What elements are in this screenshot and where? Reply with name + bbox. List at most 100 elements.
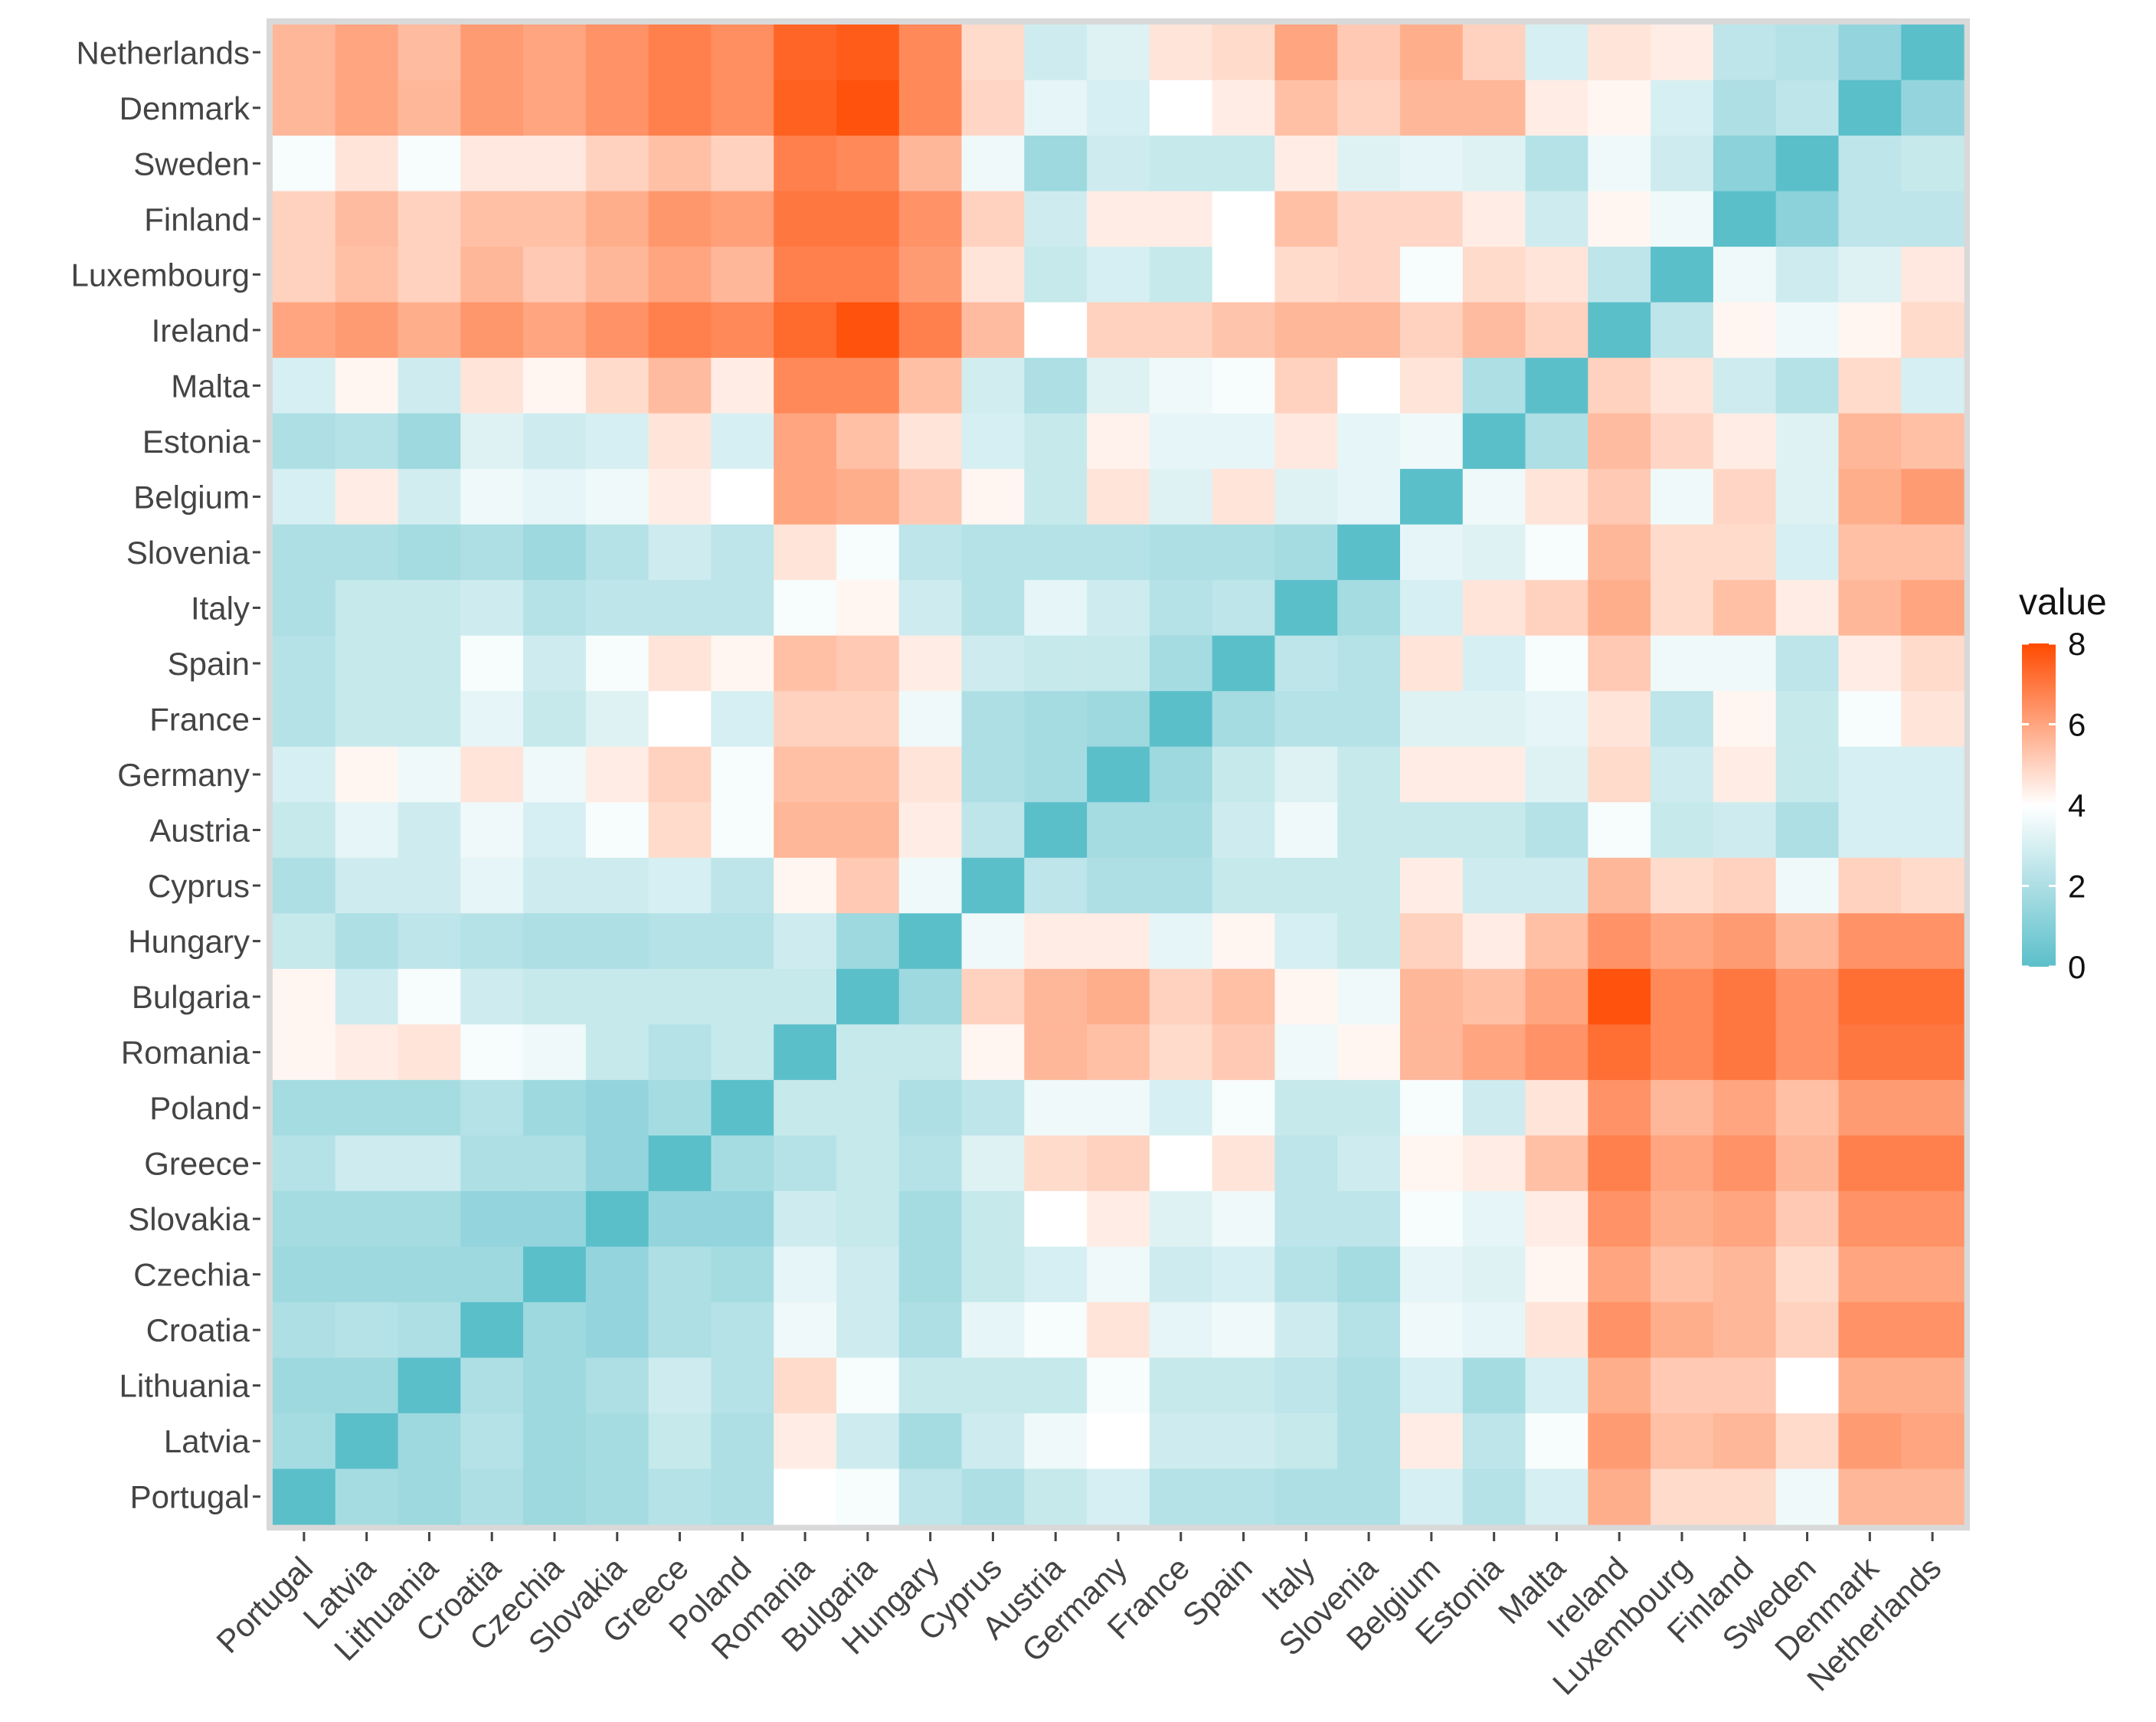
heatmap-cell-malta-malta	[1525, 358, 1588, 414]
heatmap-cell-estonia-malta	[1525, 413, 1588, 470]
heatmap-cell-italy-croatia	[460, 580, 524, 637]
heatmap-cell-sweden-croatia	[460, 136, 524, 192]
heatmap-cell-france-belgium	[1400, 691, 1464, 748]
heatmap-cell-portugal-poland	[711, 1468, 774, 1525]
heatmap-cell-finland-austria	[1024, 191, 1088, 247]
heatmap-cell-austria-estonia	[1462, 802, 1526, 859]
heatmap-cell-czechia-croatia	[460, 1246, 524, 1303]
heatmap-cell-sweden-ireland	[1588, 136, 1651, 192]
heatmap-cell-cyprus-sweden	[1775, 857, 1840, 914]
heatmap-cell-spain-slovenia	[1337, 635, 1401, 692]
heatmap-cell-portugal-luxembourg	[1651, 1468, 1714, 1525]
heatmap-cell-greece-czechia	[523, 1135, 587, 1192]
heatmap-cell-portugal-estonia	[1462, 1468, 1526, 1525]
heatmap-cell-cyprus-france	[1149, 857, 1213, 914]
heatmap-cell-france-sweden	[1775, 691, 1840, 748]
heatmap-cell-cyprus-czechia	[523, 857, 587, 914]
heatmap-cell-czechia-bulgaria	[836, 1246, 900, 1303]
heatmap-cell-finland-belgium	[1400, 191, 1464, 247]
heatmap-cell-germany-finland	[1713, 746, 1777, 803]
heatmap-cell-czechia-germany	[1087, 1246, 1150, 1303]
heatmap-cell-hungary-hungary	[898, 913, 963, 970]
heatmap-cell-denmark-croatia	[460, 80, 524, 136]
heatmap-cell-sweden-estonia	[1462, 136, 1526, 192]
heatmap-cell-croatia-france	[1149, 1301, 1213, 1359]
heatmap-cell-bulgaria-germany	[1087, 968, 1150, 1025]
heatmap-cell-france-finland	[1713, 691, 1777, 748]
heatmap-cell-austria-ireland	[1588, 802, 1651, 859]
heatmap-cell-greece-croatia	[460, 1135, 524, 1192]
heatmap-cell-spain-lithuania	[398, 635, 461, 692]
heatmap-cell-spain-belgium	[1400, 635, 1464, 692]
heatmap-cell-malta-netherlands	[1901, 358, 1965, 414]
heatmap-cell-slovakia-france	[1149, 1190, 1213, 1248]
heatmap-cell-lithuania-bulgaria	[836, 1357, 900, 1414]
heatmap-cell-latvia-france	[1149, 1413, 1213, 1470]
heatmap-cell-slovenia-portugal	[273, 524, 336, 581]
heatmap-cell-netherlands-cyprus	[961, 25, 1025, 81]
heatmap-cell-poland-romania	[774, 1079, 837, 1136]
heatmap-cell-portugal-finland	[1713, 1468, 1777, 1525]
heatmap-cell-austria-croatia	[460, 802, 524, 859]
heatmap-cell-netherlands-latvia	[335, 25, 399, 81]
heatmap-cell-croatia-czechia	[523, 1301, 587, 1359]
heatmap-cell-italy-france	[1149, 580, 1213, 637]
heatmap-cell-bulgaria-ireland	[1588, 968, 1651, 1025]
heatmap-cell-italy-slovakia	[585, 580, 649, 637]
heatmap-cell-latvia-ireland	[1588, 1413, 1651, 1470]
heatmap-cell-italy-denmark	[1838, 580, 1902, 637]
heatmap-cell-spain-finland	[1713, 635, 1777, 692]
heatmap-cell-lithuania-estonia	[1462, 1357, 1526, 1414]
heatmap-cell-germany-luxembourg	[1651, 746, 1714, 803]
heatmap-cell-finland-portugal	[273, 191, 336, 247]
heatmap-cell-denmark-luxembourg	[1651, 80, 1714, 136]
heatmap-cell-germany-germany	[1087, 746, 1150, 803]
heatmap-cell-poland-lithuania	[398, 1079, 461, 1136]
heatmap-cell-poland-austria	[1024, 1079, 1088, 1136]
heatmap-cell-luxembourg-france	[1149, 247, 1213, 303]
heatmap-cell-latvia-austria	[1024, 1413, 1088, 1470]
heatmap-cell-croatia-lithuania	[398, 1301, 461, 1359]
heatmap-cell-bulgaria-sweden	[1775, 968, 1840, 1025]
heatmap-cell-italy-romania	[774, 580, 837, 637]
heatmap-cell-lithuania-poland	[711, 1357, 774, 1414]
heatmap-cell-belgium-portugal	[273, 469, 336, 525]
heatmap-cell-belgium-poland	[711, 469, 774, 525]
y-tick-label: Hungary	[128, 924, 250, 960]
heatmap-cell-romania-ireland	[1588, 1024, 1651, 1081]
heatmap-cell-luxembourg-croatia	[460, 247, 524, 303]
heatmap-cell-bulgaria-czechia	[523, 968, 587, 1025]
heatmap-cell-netherlands-austria	[1024, 25, 1088, 81]
heatmap-cell-portugal-latvia	[335, 1468, 399, 1525]
heatmap-cell-latvia-malta	[1525, 1413, 1588, 1470]
heatmap-cell-slovakia-czechia	[523, 1190, 587, 1248]
heatmap-cell-austria-sweden	[1775, 802, 1840, 859]
heatmap-cell-denmark-greece	[648, 80, 712, 136]
heatmap-cell-spain-poland	[711, 635, 774, 692]
heatmap-cell-finland-romania	[774, 191, 837, 247]
heatmap-cell-austria-netherlands	[1901, 802, 1965, 859]
heatmap-cell-denmark-france	[1149, 80, 1213, 136]
heatmap-cell-greece-slovenia	[1337, 1135, 1401, 1192]
heatmap-cell-croatia-slovakia	[585, 1301, 649, 1359]
heatmap-cell-spain-croatia	[460, 635, 524, 692]
heatmap-cell-finland-finland	[1713, 191, 1777, 247]
heatmap-cell-netherlands-slovakia	[585, 25, 649, 81]
heatmap-cell-cyprus-belgium	[1400, 857, 1464, 914]
heatmap-cell-sweden-sweden	[1775, 136, 1840, 192]
heatmap-cell-portugal-netherlands	[1901, 1468, 1965, 1525]
heatmap-cell-slovenia-germany	[1087, 524, 1150, 581]
heatmap-cell-czechia-poland	[711, 1246, 774, 1303]
heatmap-cell-greece-france	[1149, 1135, 1213, 1192]
heatmap-cell-slovakia-luxembourg	[1651, 1190, 1714, 1248]
heatmap-cell-germany-poland	[711, 746, 774, 803]
heatmap-cell-portugal-belgium	[1400, 1468, 1464, 1525]
heatmap-cell-finland-lithuania	[398, 191, 461, 247]
heatmap-cell-greece-poland	[711, 1135, 774, 1192]
heatmap-cell-netherlands-lithuania	[398, 25, 461, 81]
heatmap-cell-france-bulgaria	[836, 691, 900, 748]
heatmap-cell-france-portugal	[273, 691, 336, 748]
heatmap-cells	[273, 25, 1965, 1525]
heatmap-cell-spain-estonia	[1462, 635, 1526, 692]
heatmap-cell-estonia-netherlands	[1901, 413, 1965, 470]
